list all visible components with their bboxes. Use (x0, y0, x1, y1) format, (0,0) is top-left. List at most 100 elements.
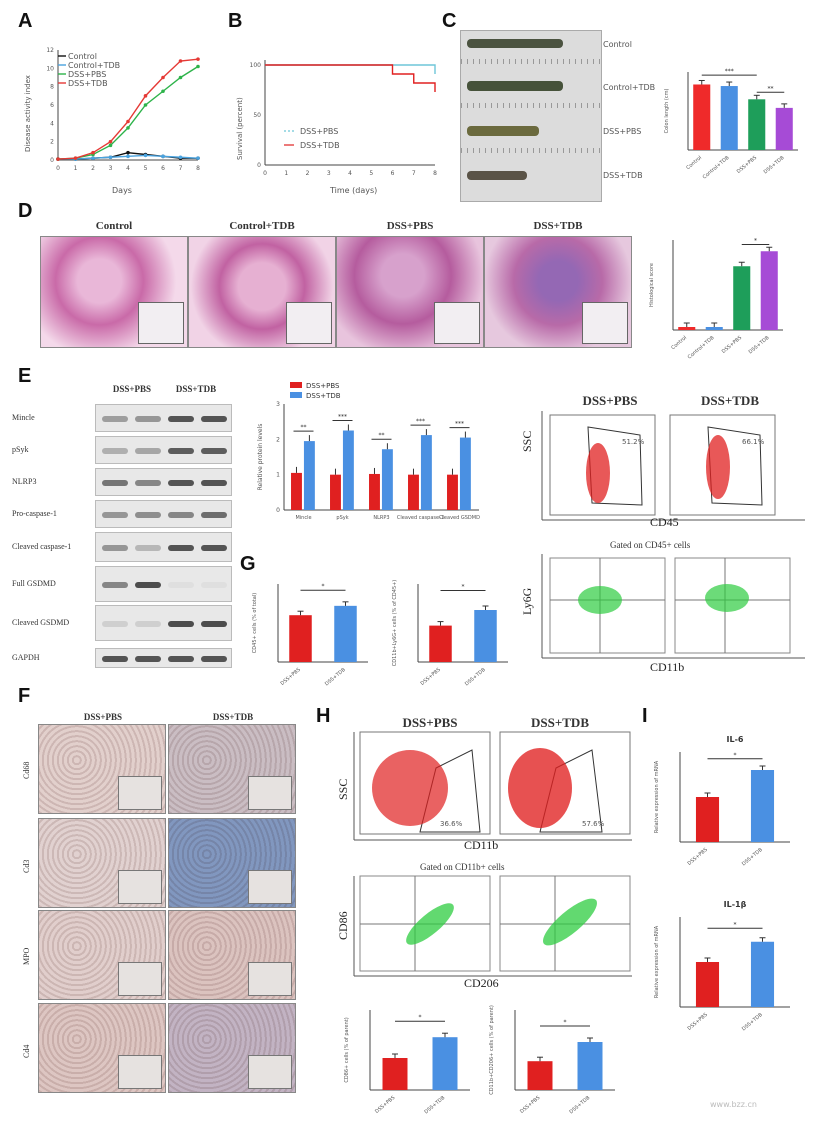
wb-band (135, 582, 161, 588)
bar (750, 770, 775, 842)
bar (760, 251, 778, 330)
a-point (143, 103, 148, 107)
b-xtick: 1 (284, 170, 288, 177)
legend-a-2: Control+TDB (68, 61, 121, 70)
wb-group-1: DSS+PBS (112, 384, 152, 394)
panel-letter-c: C (442, 10, 457, 32)
a-point (108, 139, 113, 144)
ruler-3 (461, 148, 601, 153)
bar (695, 962, 720, 1007)
bar-category-label: DSS+PBS (374, 1095, 396, 1115)
bar (429, 625, 452, 662)
wb-band (201, 656, 227, 662)
he-control (40, 236, 188, 348)
ihc-image (168, 1003, 296, 1093)
colon-photo-panel (460, 30, 602, 202)
bar-title: IL-6 (727, 735, 744, 744)
wb-row-label: pSyk (12, 445, 29, 454)
wb-band (168, 545, 194, 551)
ihc-inset (118, 1055, 162, 1089)
legend-a-3: DSS+PBS (68, 70, 107, 79)
e-gated-title: Gated on CD45+ cells (610, 540, 691, 550)
e-gate-1: 51.2% (622, 438, 645, 446)
a-point (56, 157, 60, 161)
chart-i-top: DSS+PBS DSS+TDB Relative expression of mRN… (654, 735, 790, 867)
bar-category-label: DSS+PBS (280, 667, 302, 687)
e-ytick: 0 (276, 507, 280, 514)
sig-label: ** (768, 85, 774, 92)
bar-ylabel: Histological score (649, 263, 655, 307)
a-point (126, 150, 130, 155)
b-xtick: 3 (327, 170, 331, 177)
h-gated-xlabel: CD206 (464, 976, 499, 990)
ihc-row-label: MPO (22, 947, 31, 965)
e-category-label: pSyk (336, 515, 348, 521)
wb-band (102, 416, 128, 422)
wb-band (168, 480, 194, 486)
a-point (178, 155, 183, 160)
bar (733, 266, 751, 330)
bar (289, 615, 312, 662)
wb-row-label: Full GSDMD (12, 579, 56, 588)
wb-band (135, 480, 161, 486)
ruler-1 (461, 59, 601, 64)
bar (432, 1037, 458, 1090)
d-col-2: Control+TDB (229, 220, 295, 232)
wb-row (95, 605, 232, 641)
a-xtick: 6 (161, 165, 165, 172)
bar (474, 610, 497, 662)
bar-category-label: DSS+TDB (763, 155, 786, 176)
h-flow-cd11b (353, 731, 632, 841)
wb-row (95, 404, 232, 432)
chart-i-bottom: DSS+PBS DSS+TDB Relative expression of mRN… (654, 900, 790, 1032)
bar-ylabel: CD11b+Ly6G+ cells (% of CD45+) (392, 580, 398, 667)
h-flow-title-1: DSS+PBS (402, 715, 458, 730)
bar-category-label: DSS+PBS (687, 1012, 709, 1032)
panel-letter-e: E (18, 365, 32, 387)
ihc-image (168, 724, 296, 814)
chart-g-right: DSS+PBS DSS+TDB CD11b+Ly6G+ cells (% of CD… (392, 580, 508, 688)
h-gate-2: 57.6% (582, 820, 605, 828)
ihc-row-label: Cd3 (22, 859, 31, 873)
legend-a-1: Control (68, 52, 97, 61)
h-flow-title-2: DSS+TDB (531, 715, 589, 730)
a-ytick: 10 (46, 65, 54, 72)
e-category-label: NLRP3 (373, 515, 389, 521)
panel-letter-d: D (18, 200, 33, 222)
ylabel-a: Disease activity index (24, 75, 32, 152)
wb-band (135, 656, 161, 662)
e-sig-label: ** (379, 432, 385, 439)
wb-band (102, 545, 128, 551)
b-ytick: 0 (257, 162, 261, 169)
bar-category-label: DSS+TDB (464, 667, 487, 688)
e-ytick: 2 (276, 436, 280, 443)
bar (720, 86, 738, 150)
ihc-image (38, 1003, 166, 1093)
wb-band (201, 480, 227, 486)
ihc-row-label: Cd4 (22, 1044, 31, 1058)
b-ytick: 50 (253, 112, 261, 119)
d-col-4: DSS+TDB (533, 220, 583, 232)
a-xtick: 4 (126, 165, 130, 172)
bar-category-label: Control (685, 155, 703, 171)
wb-band (102, 512, 128, 518)
h-gate-1: 36.6% (440, 820, 463, 828)
a-point (126, 119, 130, 124)
wb-band (168, 656, 194, 662)
e-gate-2: 66.1% (742, 438, 765, 446)
ihc-image (38, 818, 166, 908)
e-gated-xlabel: CD11b (650, 660, 685, 674)
a-xtick: 5 (144, 165, 148, 172)
chart-b: 0 1 2 3 4 5 6 7 8 0 50 100 (250, 60, 437, 177)
d-col-3: DSS+PBS (386, 220, 434, 232)
panel-letter-h: H (316, 705, 331, 727)
xlabel-b: Time (days) (330, 186, 378, 195)
a-ytick: 0 (50, 157, 54, 164)
wb-row-label: Mincle (12, 413, 35, 422)
photo-label-3: DSS+PBS (603, 127, 642, 136)
ihc-image (168, 910, 296, 1000)
legend-a-4: DSS+TDB (68, 79, 108, 88)
wb-band (135, 545, 161, 551)
